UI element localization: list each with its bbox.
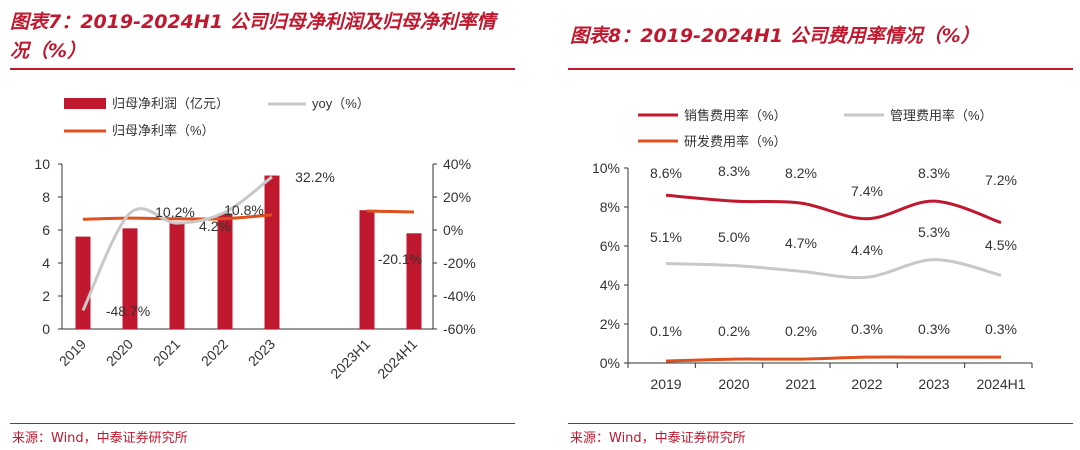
- data-label-yoy: 10.8%: [224, 202, 264, 218]
- y-tick-label: 8%: [600, 199, 620, 215]
- legend-label: 销售费用率（%）: [684, 108, 787, 123]
- data-label: 4.7%: [785, 235, 817, 251]
- x-tick-label: 2019: [56, 336, 89, 369]
- x-tick-label: 2022: [851, 376, 882, 392]
- data-label: 0.1%: [650, 323, 682, 339]
- data-label-yoy: 4.2%: [199, 218, 231, 234]
- title-rule: [10, 68, 515, 70]
- data-label: 0.3%: [985, 321, 1017, 337]
- source-rule: [10, 423, 515, 424]
- data-label: 5.3%: [918, 224, 950, 240]
- x-tick-label: 2023H1: [327, 336, 373, 382]
- source-note: 来源：Wind，中泰证券研究所: [570, 431, 746, 446]
- bar-profit: [169, 221, 185, 329]
- x-tick-label: 2020: [103, 336, 136, 369]
- line-yoy: [81, 175, 273, 312]
- data-label: 4.4%: [851, 242, 883, 258]
- data-label-yoy: 10.2%: [155, 204, 195, 220]
- source-rule: [568, 423, 1073, 424]
- chart-title: 图表8：2019-2024H1 公司费用率情况（%）: [570, 25, 980, 47]
- y-tick-label-left: 10: [34, 156, 50, 172]
- y-tick-label-left: 0: [42, 321, 50, 337]
- data-label-yoy: 32.2%: [295, 169, 335, 185]
- y-tick-label-right: -40%: [443, 288, 476, 304]
- legend-swatch-profit: [64, 98, 106, 109]
- legend-label: 管理费用率（%）: [890, 108, 993, 123]
- x-tick-label: 2023: [245, 336, 278, 369]
- legend-label-margin: 归母净利率（%）: [112, 123, 215, 138]
- data-label: 7.4%: [851, 183, 883, 199]
- data-label: 7.2%: [985, 172, 1017, 188]
- data-label: 4.5%: [985, 237, 1017, 253]
- bar-profit: [264, 175, 280, 329]
- chart-title: 图表7：2019-2024H1 公司归母净利润及归母净利率情况（%）: [10, 11, 496, 62]
- right-panel: 图表8：2019-2024H1 公司费用率情况（%） 销售费用率（%） 管理费用率…: [558, 0, 1080, 450]
- y-tick-label: 10%: [592, 160, 620, 176]
- data-label: 0.2%: [718, 323, 750, 339]
- data-label: 8.6%: [650, 165, 682, 181]
- x-tick-label: 2019: [650, 376, 681, 392]
- bar-profit: [406, 233, 422, 329]
- y-tick-label: 0%: [600, 355, 620, 371]
- y-tick-label-right: 40%: [443, 156, 471, 172]
- y-tick-label-right: 0%: [443, 222, 463, 238]
- data-label: 8.3%: [718, 163, 750, 179]
- y-tick-label-left: 8: [42, 189, 50, 205]
- y-tick-label: 6%: [600, 238, 620, 254]
- series-line: [665, 258, 1002, 280]
- profit-chart: 归母净利润（亿元） yoy（%） 归母净利率（%） 0 2 4 6 8 10 -60% -40% -2…: [34, 96, 476, 382]
- bar-profit: [75, 236, 91, 329]
- y-tick-label-right: 20%: [443, 189, 471, 205]
- expense-chart: 销售费用率（%） 管理费用率（%） 研发费用率（%） 0% 2% 4% 6% 8% 10% 201…: [592, 108, 1033, 392]
- legend-label-profit: 归母净利润（亿元）: [112, 96, 229, 111]
- y-tick-label-right: -20%: [443, 255, 476, 271]
- x-tick-label: 2024H1: [374, 336, 420, 382]
- series-line: [665, 355, 1001, 363]
- bar-profit: [217, 213, 233, 329]
- data-label: 0.2%: [785, 323, 817, 339]
- bar-profit: [359, 210, 375, 329]
- x-tick-label: 2020: [718, 376, 749, 392]
- title-rule: [568, 68, 1073, 70]
- y-tick-label-right: -60%: [443, 321, 476, 337]
- left-panel: 图表7：2019-2024H1 公司归母净利润及归母净利率情况（%） 归母净利润…: [0, 0, 520, 450]
- y-tick-label-left: 6: [42, 222, 50, 238]
- x-tick-label: 2023: [918, 376, 949, 392]
- x-tick-label: 2021: [150, 336, 183, 369]
- y-tick-label-left: 4: [42, 255, 50, 271]
- legend-label-yoy: yoy（%）: [312, 96, 370, 111]
- legend-label: 研发费用率（%）: [684, 134, 787, 149]
- y-tick-label: 4%: [600, 277, 620, 293]
- x-tick-label: 2024H1: [976, 376, 1025, 392]
- data-label-yoy: -20.1%: [378, 251, 422, 267]
- x-tick-label: 2021: [785, 376, 816, 392]
- data-label: 5.1%: [650, 229, 682, 245]
- y-tick-label: 2%: [600, 316, 620, 332]
- data-label: 8.3%: [918, 165, 950, 181]
- source-note: 来源：Wind，中泰证券研究所: [12, 431, 188, 446]
- line-margin: [82, 213, 273, 221]
- data-label: 0.3%: [851, 321, 883, 337]
- x-tick-label: 2022: [198, 336, 231, 369]
- bar-profit: [122, 228, 138, 329]
- y-tick-label-left: 2: [42, 288, 50, 304]
- data-label: 8.2%: [785, 165, 817, 181]
- line-margin: [366, 209, 415, 214]
- data-label: 5.0%: [718, 229, 750, 245]
- data-label: 0.3%: [918, 321, 950, 337]
- series-line: [665, 193, 1002, 225]
- data-label-yoy: -48.7%: [106, 303, 150, 319]
